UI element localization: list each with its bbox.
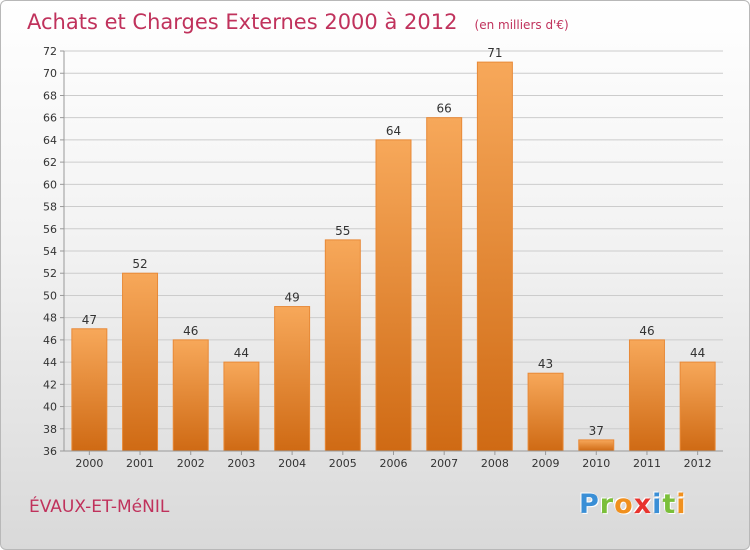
x-tick-label: 2006 [380,457,408,470]
x-tick-label: 2010 [582,457,610,470]
y-tick-label: 72 [43,45,57,58]
y-tick-label: 66 [43,112,57,125]
y-tick-label: 36 [43,445,57,458]
proxiti-logo[interactable]: Proxiti [579,489,687,520]
y-tick-label: 46 [43,334,57,347]
x-tick-label: 2012 [684,457,712,470]
y-tick-label: 62 [43,156,57,169]
x-tick-labels: 2000 2001 2002 2003 2004 2005 2006 2007 2008 2009… [75,457,711,470]
data-labels: 47 52 46 44 49 55 64 66 71 43 37 46 44 [82,46,706,438]
bar-2003 [223,361,260,452]
x-tick-label: 2009 [532,457,560,470]
data-label: 71 [487,46,502,60]
data-label: 46 [183,324,198,338]
y-tick-label: 58 [43,201,57,214]
bar-2007 [426,117,463,452]
bar-2002 [172,339,209,452]
logo-letter: i [652,489,663,520]
y-tick-label: 42 [43,378,57,391]
x-tick-label: 2003 [227,457,255,470]
bar-2005 [324,239,361,452]
logo-letter: i [676,489,687,520]
bar-2001 [122,272,159,452]
data-label: 52 [132,257,147,271]
data-label: 46 [639,324,654,338]
bar-2009 [527,372,564,452]
logo-letter: P [579,489,600,520]
y-tick-label: 68 [43,89,57,102]
x-tick-label: 2001 [126,457,154,470]
bar-2006 [375,139,412,452]
chart-title-text: Achats et Charges Externes 2000 à 2012 [27,10,457,34]
x-tick-label: 2007 [430,457,458,470]
y-tick-label: 50 [43,289,57,302]
data-label: 44 [690,346,705,360]
bars [71,61,716,452]
data-label: 43 [538,357,553,371]
x-tick-label: 2008 [481,457,509,470]
y-tick-label: 54 [43,245,57,258]
data-label: 44 [234,346,249,360]
bar-2008 [476,61,513,452]
x-tick-label: 2002 [177,457,205,470]
logo-letter: o [614,489,634,520]
bar-2012 [679,361,716,452]
chart-unit-text: (en milliers d'€) [475,18,569,32]
bar-2010 [578,439,615,452]
data-label: 49 [284,291,299,305]
data-label: 47 [82,313,97,327]
x-tick-label: 2000 [75,457,103,470]
y-tick-label: 60 [43,178,57,191]
y-tick-label: 48 [43,312,57,325]
y-tick-label: 64 [43,134,57,147]
y-tick-label: 40 [43,401,57,414]
logo-letter: r [599,489,615,520]
bar-2011 [628,339,665,452]
y-tick-labels: 36 38 40 42 44 46 48 50 52 54 56 58 60 62 64 66 68 70 72 [43,45,57,458]
x-tick-label: 2005 [329,457,357,470]
data-label: 55 [335,224,350,238]
y-tick-label: 52 [43,267,57,280]
y-tick-label: 56 [43,223,57,236]
logo-letter: x [633,489,653,520]
x-tick-label: 2004 [278,457,306,470]
data-label: 64 [386,124,401,138]
commune-name: ÉVAUX-ET-MéNIL [29,497,170,517]
y-tick-label: 44 [43,356,57,369]
logo-letter: t [662,489,677,520]
bar-2000 [71,328,108,452]
y-tick-label: 38 [43,423,57,436]
data-label: 66 [437,102,452,116]
data-label: 37 [589,424,604,438]
bar-2004 [274,306,311,452]
chart-title: Achats et Charges Externes 2000 à 2012 (… [27,10,569,34]
axes [60,50,723,455]
y-tick-label: 70 [43,67,57,80]
x-tick-label: 2011 [633,457,661,470]
